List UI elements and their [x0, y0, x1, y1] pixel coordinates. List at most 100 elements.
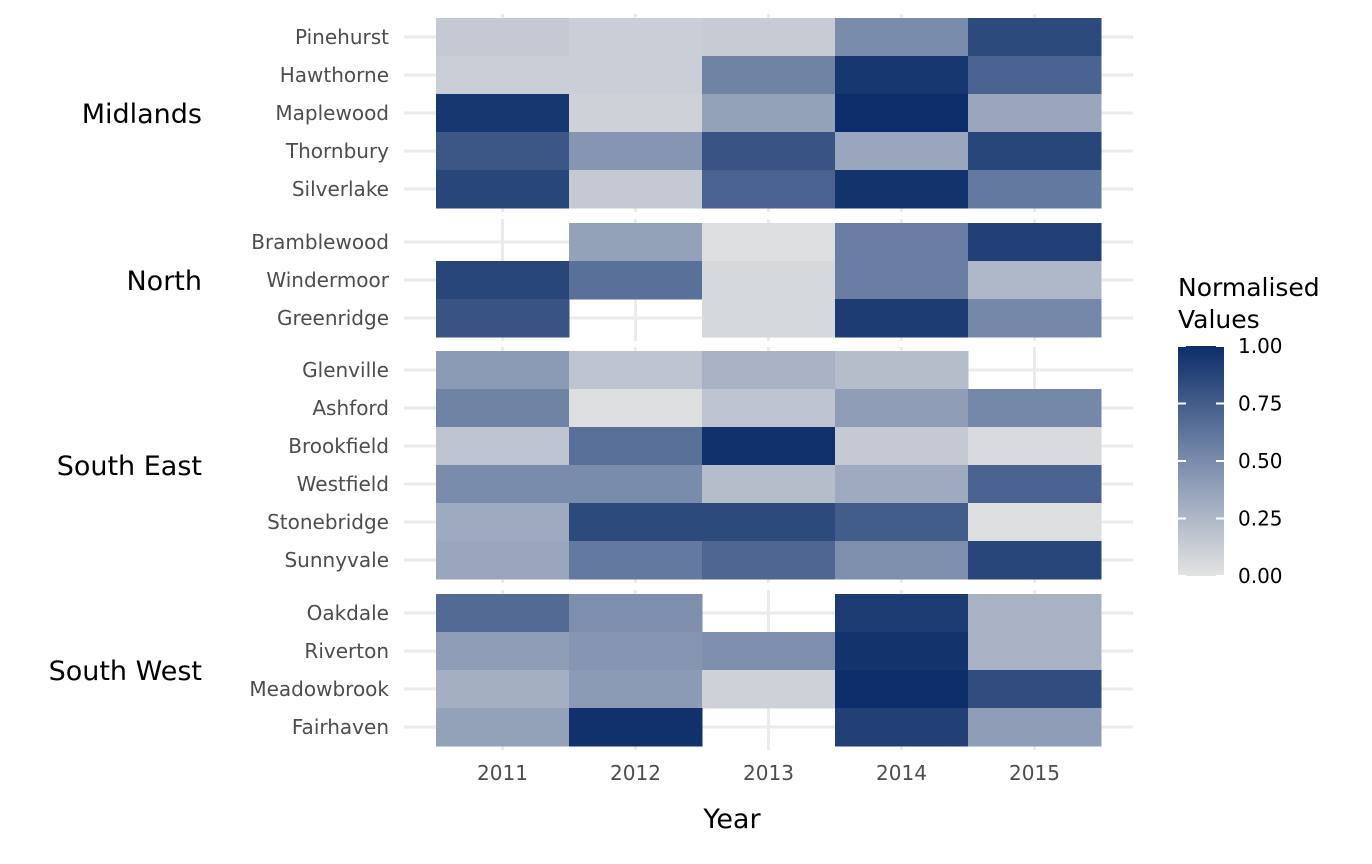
legend-ticks: 0.00 0.25 0.50 0.75 1.00 [1178, 334, 1283, 588]
heatmap-cell [702, 132, 836, 171]
heatmap-cell [702, 223, 836, 262]
cell-layer [436, 18, 1102, 747]
heatmap-cell [436, 56, 570, 95]
heatmap-cell [436, 541, 570, 580]
heatmap-cell [569, 351, 703, 390]
x-tick-label: 2015 [1009, 761, 1060, 785]
heatmap-cell [835, 632, 969, 671]
row-label: Silverlake [292, 177, 389, 201]
heatmap-cell [968, 56, 1102, 95]
heatmap-cell [569, 223, 703, 262]
heatmap-cell [436, 708, 570, 747]
legend-tick-label: 0.75 [1238, 392, 1283, 416]
heatmap-cell [702, 503, 836, 542]
heatmap-cell [968, 670, 1102, 709]
x-tick-label: 2011 [477, 761, 528, 785]
heatmap-cell [968, 94, 1102, 133]
heatmap-cell [436, 670, 570, 709]
heatmap-cell [968, 223, 1102, 262]
facet-label: South East [57, 451, 202, 482]
heatmap-cell [702, 56, 836, 95]
row-label: Thornbury [285, 139, 389, 163]
heatmap-cell [436, 18, 570, 57]
row-label: Pinehurst [295, 25, 389, 49]
facet-label: South West [49, 656, 202, 687]
heatmap-cell [835, 351, 969, 390]
heatmap-cell [436, 94, 570, 133]
heatmap-cell [702, 427, 836, 466]
heatmap-cell [835, 670, 969, 709]
heatmap-cell [569, 708, 703, 747]
heatmap-cell [436, 427, 570, 466]
legend-title-line-2: Values [1178, 305, 1260, 334]
heatmap-cell [702, 351, 836, 390]
legend-title-line-1: Normalised [1178, 273, 1320, 302]
heatmap-cell [968, 427, 1102, 466]
heatmap-cell [569, 594, 703, 633]
row-label: Oakdale [307, 601, 389, 625]
row-label: Bramblewood [251, 230, 389, 254]
heatmap-cell [702, 632, 836, 671]
legend-tick-label: 0.25 [1238, 507, 1283, 531]
heatmap-cell [569, 389, 703, 428]
heatmap-cell [835, 503, 969, 542]
heatmap-cell [436, 465, 570, 504]
heatmap-cell [436, 299, 570, 338]
x-tick-layer: 2011 2012 2013 2014 2015 [477, 761, 1060, 785]
heatmap-cell [702, 389, 836, 428]
heatmap-cell [702, 18, 836, 57]
row-label: Fairhaven [292, 715, 389, 739]
heatmap-cell [702, 465, 836, 504]
heatmap-cell [569, 427, 703, 466]
legend-tick-label: 0.50 [1238, 449, 1283, 473]
facet-label: North [126, 266, 202, 297]
heatmap-cell [436, 261, 570, 300]
heatmap-cell [835, 18, 969, 57]
heatmap-cell [569, 632, 703, 671]
row-label: Stonebridge [267, 510, 389, 534]
heatmap-cell [436, 594, 570, 633]
row-label: Glenville [302, 358, 389, 382]
heatmap-cell [436, 170, 570, 209]
row-label: Riverton [304, 639, 389, 663]
heatmap-cell [569, 170, 703, 209]
heatmap-cell [968, 170, 1102, 209]
heatmap-cell [569, 465, 703, 504]
row-label: Meadowbrook [249, 677, 389, 701]
heatmap-cell [569, 503, 703, 542]
heatmap-cell [835, 708, 969, 747]
heatmap-cell [968, 18, 1102, 57]
heatmap-cell [436, 351, 570, 390]
heatmap-cell [968, 708, 1102, 747]
heatmap-cell [436, 503, 570, 542]
legend-tick-label: 1.00 [1238, 334, 1283, 358]
heatmap-cell [835, 261, 969, 300]
heatmap-cell [835, 427, 969, 466]
row-label: Windermoor [266, 268, 389, 292]
heatmap-cell [702, 261, 836, 300]
heatmap-cell [569, 18, 703, 57]
row-label: Hawthorne [280, 63, 389, 87]
heatmap-cell [702, 670, 836, 709]
heatmap-cell [569, 94, 703, 133]
heatmap-cell [569, 132, 703, 171]
heatmap-cell [702, 299, 836, 338]
heatmap-cell [968, 389, 1102, 428]
row-label: Greenridge [277, 306, 389, 330]
heatmap-cell [835, 465, 969, 504]
heatmap-cell [835, 223, 969, 262]
heatmap-cell [835, 56, 969, 95]
heatmap-cell [436, 389, 570, 428]
row-label: Sunnyvale [284, 548, 389, 572]
legend: Normalised Values 0.00 0.25 0.50 0.75 1.00 [1178, 273, 1320, 588]
legend-tick-label: 0.00 [1238, 564, 1283, 588]
heatmap-cell [702, 94, 836, 133]
row-label: Brookfield [288, 434, 389, 458]
facet-label: Midlands [82, 99, 202, 130]
heatmap-cell [436, 132, 570, 171]
heatmap-cell [835, 132, 969, 171]
row-label: Westfield [297, 472, 389, 496]
facet-label-layer: Midlands North South East South West [49, 99, 202, 687]
heatmap-cell [835, 389, 969, 428]
